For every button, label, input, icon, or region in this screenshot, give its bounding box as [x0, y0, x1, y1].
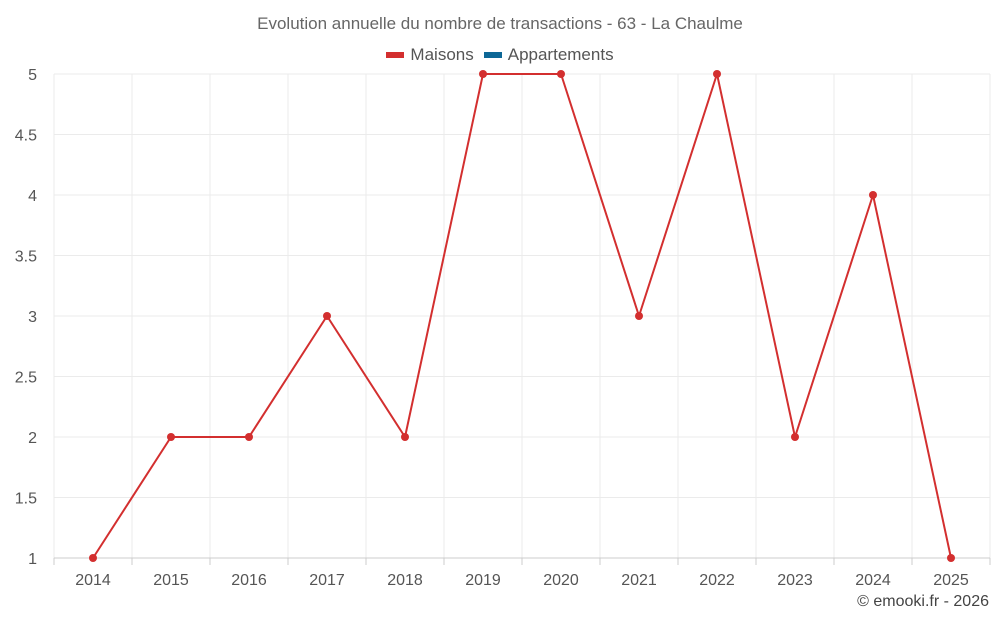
chart-title: Evolution annuelle du nombre de transact…	[257, 14, 743, 33]
x-tick-label: 2020	[543, 572, 579, 589]
data-point-maisons[interactable]	[245, 433, 253, 441]
legend-label-maisons: Maisons	[410, 45, 474, 64]
y-tick-label: 4.5	[15, 128, 37, 145]
x-tick-label: 2025	[933, 572, 969, 589]
data-point-maisons[interactable]	[791, 433, 799, 441]
legend-swatch-appartements	[483, 52, 502, 58]
legend-item-maisons[interactable]: Maisons	[386, 45, 474, 65]
legend-swatch-maisons	[386, 52, 405, 58]
x-tick-label: 2024	[855, 572, 891, 589]
data-point-maisons[interactable]	[869, 191, 877, 199]
data-point-maisons[interactable]	[557, 70, 565, 78]
data-point-maisons[interactable]	[635, 312, 643, 320]
x-axis-ticks: 2014 2015 2016 2017 2018 2019 2020 2021 2022 2023…	[75, 572, 969, 589]
x-tick-label: 2017	[309, 572, 345, 589]
data-point-maisons[interactable]	[479, 70, 487, 78]
y-tick-label: 4	[28, 188, 37, 205]
y-tick-label: 3.5	[15, 249, 37, 266]
y-tick-label: 1	[28, 551, 37, 568]
legend-item-appartements[interactable]: Appartements	[483, 45, 614, 65]
y-tick-label: 3	[28, 309, 37, 326]
data-point-maisons[interactable]	[89, 554, 97, 562]
y-axis-ticks: 1 1.5 2 2.5 3 3.5 4 4.5 5	[15, 67, 37, 568]
x-tick-label: 2021	[621, 572, 657, 589]
y-tick-label: 2.5	[15, 370, 37, 387]
x-tick-label: 2016	[231, 572, 267, 589]
data-point-maisons[interactable]	[713, 70, 721, 78]
x-tick-label: 2014	[75, 572, 111, 589]
y-tick-label: 1.5	[15, 491, 37, 508]
data-point-maisons[interactable]	[323, 312, 331, 320]
chart-series	[89, 70, 955, 562]
chart-legend: Maisons Appartements	[0, 45, 1000, 65]
data-point-maisons[interactable]	[947, 554, 955, 562]
series-line-maisons	[92, 73, 952, 559]
x-tick-label: 2023	[777, 572, 813, 589]
legend-label-appartements: Appartements	[507, 45, 614, 64]
y-tick-label: 5	[28, 67, 37, 84]
copyright-credit: © emooki.fr - 2026	[857, 593, 989, 610]
x-tick-label: 2019	[465, 572, 501, 589]
x-tick-label: 2022	[699, 572, 735, 589]
data-point-maisons[interactable]	[401, 433, 409, 441]
x-tick-label: 2018	[387, 572, 423, 589]
data-point-maisons[interactable]	[167, 433, 175, 441]
x-tick-label: 2015	[153, 572, 189, 589]
chart-grid	[53, 73, 991, 565]
y-tick-label: 2	[28, 430, 37, 447]
